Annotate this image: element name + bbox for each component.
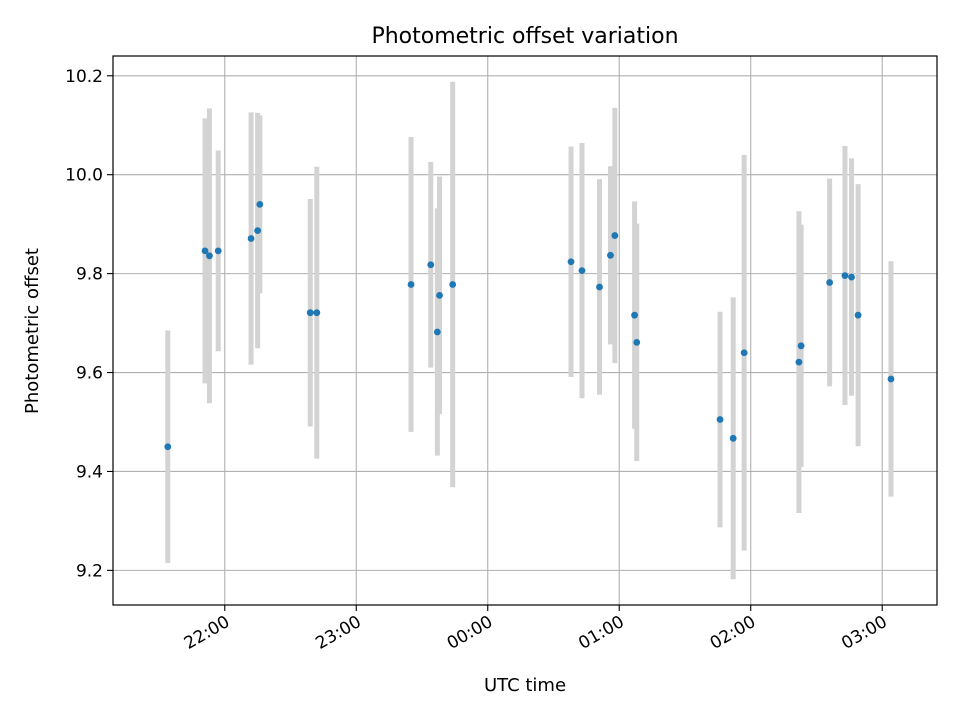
data-point [313,309,321,317]
x-tick-label: 22:00 [181,612,233,654]
grid-layer [113,56,937,605]
data-point [436,291,443,299]
y-tick-label: 10.0 [65,166,103,186]
data-point [611,232,619,239]
data-point [407,281,415,288]
point-layer [164,200,895,451]
data-point [740,349,748,357]
data-point [578,267,586,275]
y-tick-label: 9.8 [76,265,103,285]
errorbar-layer [165,81,894,580]
y-tick-label: 9.2 [76,561,103,581]
data-point [716,416,724,423]
data-point [848,273,855,281]
tick-layer: 9.2 9.4 9.6 9.8 10.0 10.2 22:00 23:00 00:00 01:00… [65,67,891,654]
data-point [256,200,264,208]
x-axis-label: UTC time [484,675,566,696]
data-point [427,261,435,269]
data-point [631,311,638,319]
data-point [797,342,805,350]
data-point [633,338,641,346]
data-point [206,252,213,260]
data-point [841,272,849,279]
data-point [254,227,262,234]
data-point [887,375,895,383]
data-point [214,247,222,255]
data-point [201,247,209,255]
y-tick-label: 10.2 [65,67,103,87]
data-point [247,235,255,242]
data-point [306,309,314,317]
x-tick-label: 03:00 [838,612,890,654]
y-tick-label: 9.4 [76,462,103,482]
data-point [826,279,834,286]
chart-title: Photometric offset variation [371,24,678,49]
plot-frame [112,55,938,606]
y-axis-label: Photometric offset [22,248,43,414]
data-point [433,328,441,336]
data-point [607,251,614,259]
data-point [164,443,172,451]
y-tick-label: 9.6 [76,364,103,384]
data-point [449,281,457,288]
x-tick-label: 01:00 [575,612,627,654]
x-tick-label: 02:00 [707,612,759,654]
data-point [596,283,603,291]
data-point [854,311,862,319]
x-tick-label: 00:00 [444,612,496,654]
data-point [795,358,803,366]
x-tick-label: 23:00 [312,612,364,654]
data-point [567,258,575,266]
data-point [729,434,737,442]
